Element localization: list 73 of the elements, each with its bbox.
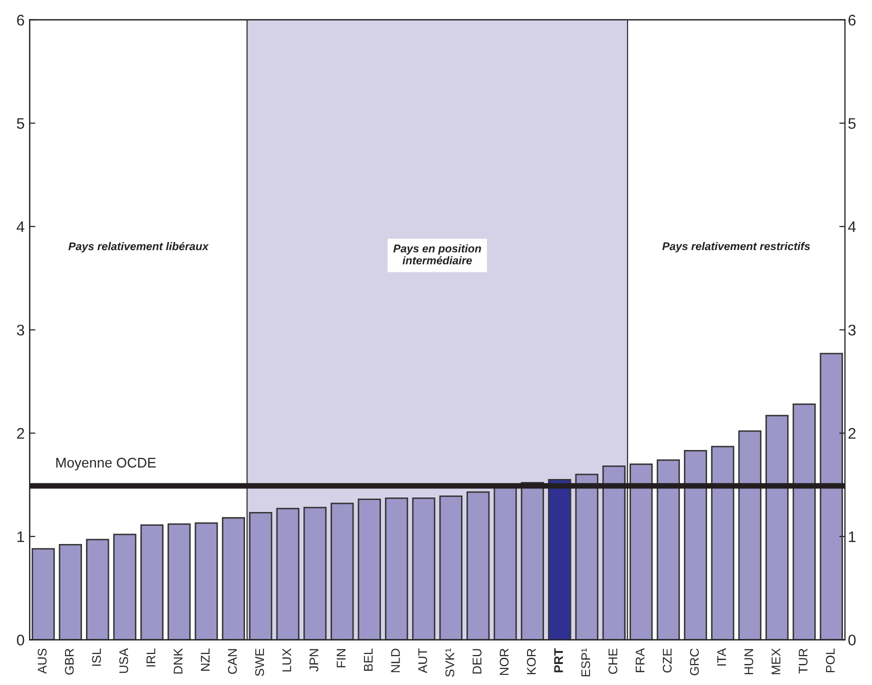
x-tick-label: GBR — [64, 648, 74, 675]
x-tick-label: SVK¹ — [445, 648, 454, 677]
bar — [32, 548, 55, 640]
bar — [358, 498, 381, 640]
x-tick-label: KOR — [526, 648, 536, 674]
y2-tick-label: 2 — [848, 428, 856, 439]
ref-line-label: Moyenne OCDE — [56, 458, 156, 470]
x-tick-label: POL — [826, 648, 835, 672]
y-tick-label: 2 — [17, 428, 24, 439]
y-tick-label: 0 — [16, 634, 24, 646]
bar — [684, 450, 708, 640]
x-tick-label: CHE — [608, 648, 618, 674]
y2-tick-label: 0 — [848, 634, 856, 646]
bar — [140, 524, 164, 640]
bar — [168, 523, 191, 640]
y-tick-label: 6 — [17, 14, 24, 26]
x-tick-label: AUT — [418, 648, 428, 674]
bar — [820, 352, 843, 640]
bar — [520, 482, 544, 640]
x-tick-label: FIN — [336, 649, 346, 668]
y2-tick-label: 4 — [848, 222, 856, 232]
x-tick-label: TUR — [798, 648, 808, 674]
x-tick-label: NZL — [200, 648, 210, 671]
x-tick-label: JPN — [310, 649, 318, 672]
x-tick-label: ESP¹ — [581, 648, 590, 676]
bar — [711, 446, 734, 640]
bar — [384, 498, 408, 640]
bar — [738, 430, 762, 640]
x-tick-label: HUN — [744, 649, 754, 674]
x-tick-label: CAN — [228, 649, 237, 674]
x-tick-label: GRC — [690, 648, 699, 676]
y-tick-label: 5 — [16, 118, 24, 129]
x-tick-label: IRL — [146, 648, 156, 666]
annotation: Pays relativement libéraux — [68, 242, 209, 252]
y2-tick-label: 6 — [848, 14, 856, 26]
bar — [765, 414, 789, 640]
bar — [303, 506, 327, 640]
bar — [656, 459, 680, 640]
x-tick-label: DNK — [174, 648, 182, 674]
x-tick-label: LUX — [282, 648, 292, 672]
y2-tick-label: 1 — [848, 531, 856, 542]
y-tick-label: 4 — [16, 222, 24, 232]
bar — [276, 508, 300, 640]
bar — [86, 538, 110, 640]
bar — [792, 404, 816, 640]
x-tick-label: PRT — [554, 648, 563, 672]
x-tick-label: CZE — [662, 648, 672, 672]
bar — [575, 474, 598, 640]
bar — [194, 522, 218, 640]
x-tick-label: USA — [119, 648, 128, 673]
bar — [412, 498, 436, 640]
x-tick-label: AUS — [38, 648, 47, 674]
bar — [466, 491, 490, 640]
x-tick-label: FRA — [636, 648, 644, 672]
x-tick-label: SWE — [255, 648, 264, 676]
x-tick-label: MEX — [772, 648, 780, 674]
bar — [58, 544, 82, 640]
x-tick-label: NLD — [391, 648, 400, 672]
x-tick-label: BEL — [364, 648, 373, 671]
bar — [439, 495, 462, 640]
band-label: Pays en position intermédiaire — [393, 244, 481, 264]
bar — [113, 534, 136, 640]
bar — [548, 478, 572, 640]
bar — [330, 502, 354, 640]
x-tick-label: NOR — [500, 648, 509, 675]
y2-tick-label: 5 — [848, 118, 856, 129]
y-tick-label: 3 — [16, 324, 24, 336]
y-tick-label: 1 — [17, 531, 24, 542]
x-tick-label: ISL — [92, 648, 101, 666]
x-tick-label: ITA — [717, 648, 726, 666]
annotation: Pays relativement restrictifs — [662, 242, 810, 252]
x-tick-label: DEU — [472, 649, 482, 674]
y2-tick-label: 3 — [848, 324, 856, 336]
